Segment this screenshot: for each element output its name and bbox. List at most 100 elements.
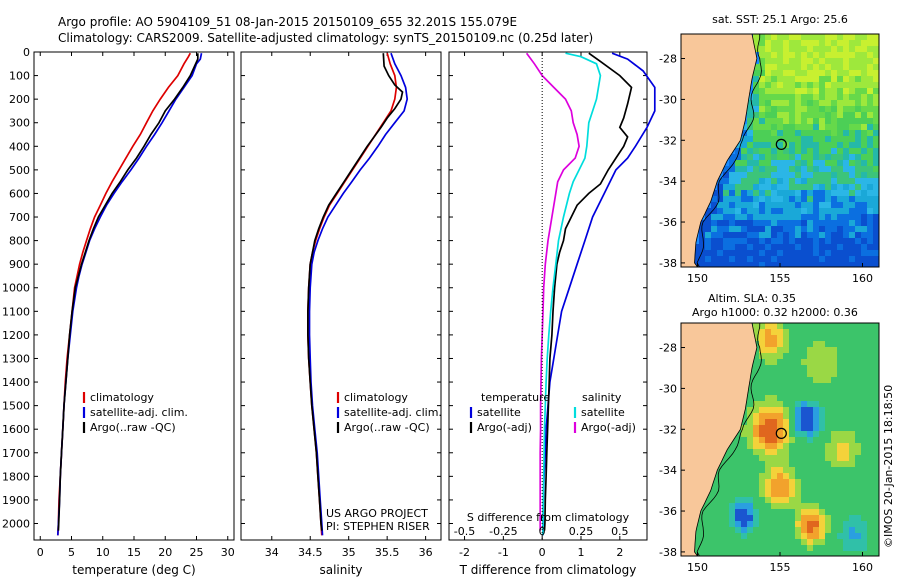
- map-cell: [741, 208, 747, 214]
- map-cell: [849, 545, 855, 551]
- map-cell: [783, 202, 789, 208]
- map-cell: [855, 118, 861, 124]
- map-cell: [753, 437, 759, 443]
- map-cell: [735, 515, 741, 521]
- map-cell: [807, 443, 813, 449]
- map-cell: [825, 160, 831, 166]
- map-cell: [729, 467, 735, 473]
- map-cell: [861, 244, 867, 250]
- map-cell: [873, 455, 879, 461]
- map-cell: [765, 70, 771, 76]
- map-cell: [867, 329, 873, 335]
- map-cell: [747, 551, 753, 556]
- map-cell: [819, 431, 825, 437]
- map-cell: [723, 184, 729, 190]
- map-cell: [867, 70, 873, 76]
- map-cell: [789, 521, 795, 527]
- map-cell: [819, 94, 825, 100]
- map-cell: [825, 208, 831, 214]
- map-cell: [867, 545, 873, 551]
- map-cell: [873, 521, 879, 527]
- map-cell: [801, 515, 807, 521]
- map-cell: [837, 142, 843, 148]
- map-cell: [855, 256, 861, 262]
- map-cell: [813, 148, 819, 154]
- map-cell: [867, 509, 873, 515]
- sla-float-marker: [775, 427, 787, 439]
- map-cell: [771, 413, 777, 419]
- map-cell: [837, 58, 843, 64]
- map-cell: [813, 539, 819, 545]
- map-cell: [849, 70, 855, 76]
- map-cell: [855, 539, 861, 545]
- map-cell: [873, 539, 879, 545]
- map-cell: [765, 160, 771, 166]
- map-cell: [747, 220, 753, 226]
- map-cell: [825, 58, 831, 64]
- map-cell: [813, 533, 819, 539]
- map-cell: [825, 244, 831, 250]
- map-cell: [813, 497, 819, 503]
- map-cell: [753, 148, 759, 154]
- map-cell: [741, 533, 747, 539]
- map-cell: [771, 88, 777, 94]
- map-cell: [717, 527, 723, 533]
- map-cell: [825, 443, 831, 449]
- map-cell: [801, 467, 807, 473]
- map-cell: [717, 545, 723, 551]
- map-cell: [843, 130, 849, 136]
- map-cell: [783, 491, 789, 497]
- map-cell: [795, 160, 801, 166]
- map-cell: [819, 401, 825, 407]
- map-cell: [795, 136, 801, 142]
- map-cell: [741, 256, 747, 262]
- map-cell: [783, 383, 789, 389]
- map-cell: [825, 503, 831, 509]
- map-cell: [723, 208, 729, 214]
- map-cell: [867, 94, 873, 100]
- map-cell: [867, 467, 873, 473]
- map-cell: [867, 244, 873, 250]
- map-cell: [783, 172, 789, 178]
- map-cell: [693, 244, 699, 250]
- map-cell: [771, 377, 777, 383]
- map-cell: [753, 76, 759, 82]
- credit-pi: PI: STEPHEN RISER: [326, 520, 430, 533]
- map-cell: [717, 262, 723, 267]
- map-cell: [789, 485, 795, 491]
- map-cell: [849, 473, 855, 479]
- map-cell: [783, 262, 789, 267]
- map-cell: [771, 106, 777, 112]
- map-cell: [855, 425, 861, 431]
- map-cell: [813, 88, 819, 94]
- map-cell: [765, 244, 771, 250]
- map-cell: [843, 172, 849, 178]
- map-cell: [801, 136, 807, 142]
- map-cell: [855, 40, 861, 46]
- map-cell: [789, 341, 795, 347]
- map-cell: [807, 202, 813, 208]
- map-cell: [831, 70, 837, 76]
- lon-tick-label: 150: [687, 561, 708, 574]
- map-cell: [861, 154, 867, 160]
- map-cell: [873, 166, 879, 172]
- map-cell: [783, 377, 789, 383]
- map-cell: [831, 437, 837, 443]
- map-cell: [735, 226, 741, 232]
- map-cell: [783, 76, 789, 82]
- map-cell: [801, 40, 807, 46]
- map-cell: [759, 449, 765, 455]
- map-cell: [753, 335, 759, 341]
- map-cell: [789, 509, 795, 515]
- map-cell: [783, 455, 789, 461]
- map-cell: [789, 160, 795, 166]
- map-cell: [747, 244, 753, 250]
- map-cell: [765, 503, 771, 509]
- map-cell: [843, 425, 849, 431]
- map-cell: [855, 371, 861, 377]
- map-cell: [789, 545, 795, 551]
- map-cell: [813, 208, 819, 214]
- sla-field: [693, 323, 879, 556]
- map-cell: [729, 515, 735, 521]
- x-tick-label: 0: [37, 546, 44, 559]
